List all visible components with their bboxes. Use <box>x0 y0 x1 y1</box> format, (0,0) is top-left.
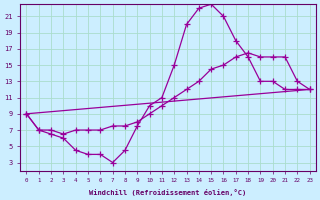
X-axis label: Windchill (Refroidissement éolien,°C): Windchill (Refroidissement éolien,°C) <box>90 189 247 196</box>
